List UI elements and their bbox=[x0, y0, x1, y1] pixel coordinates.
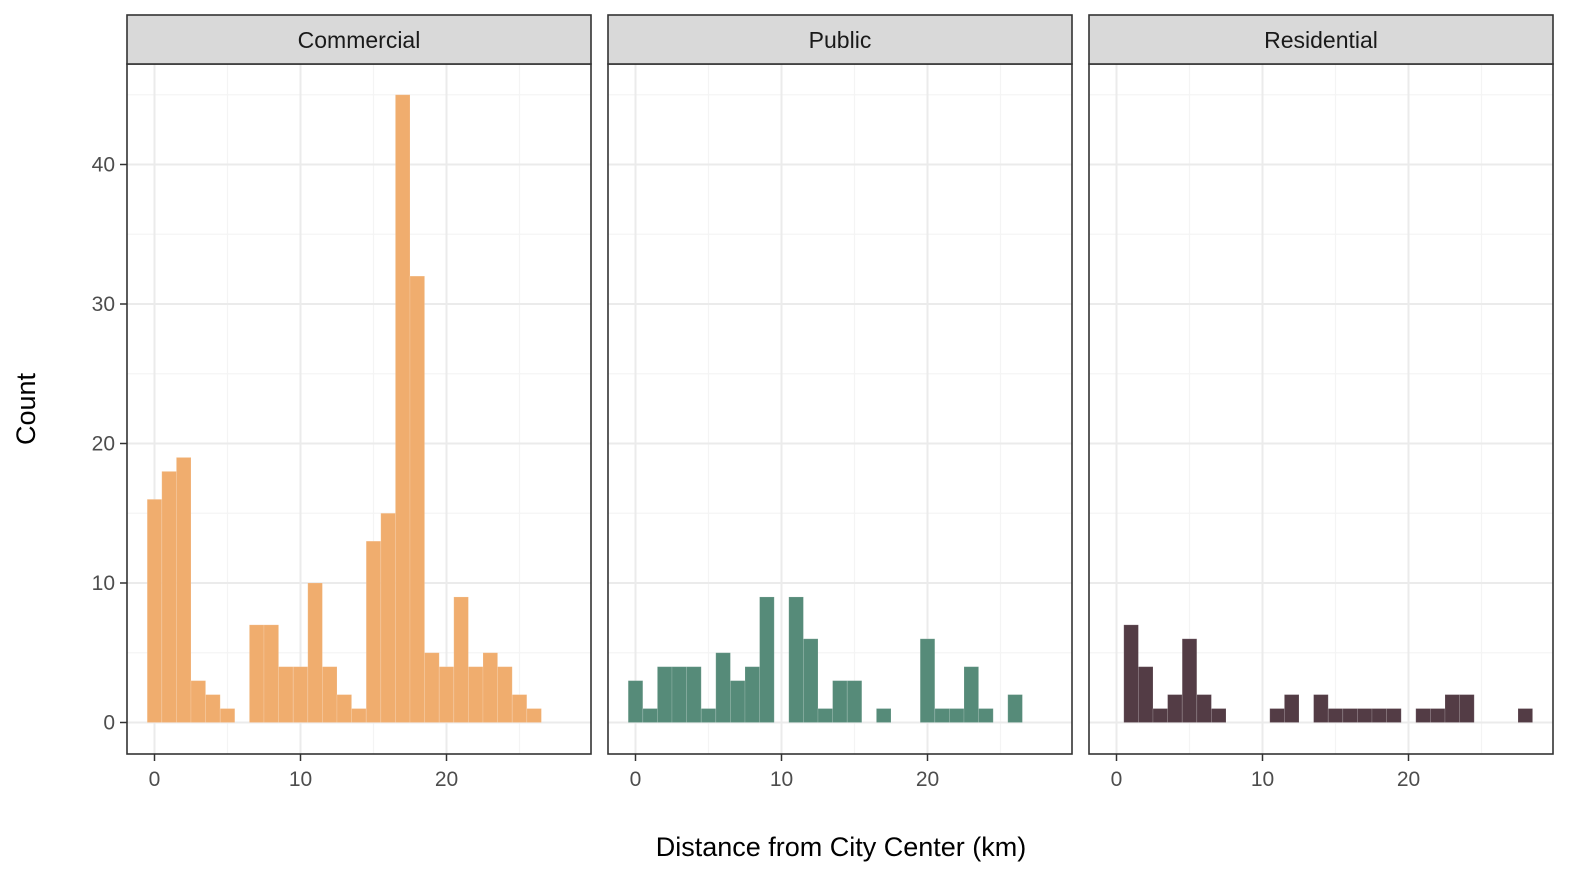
histogram-bar bbox=[467, 666, 484, 723]
histogram-bar bbox=[1327, 708, 1344, 723]
histogram-bar bbox=[248, 624, 265, 723]
histogram-bar bbox=[1313, 694, 1329, 723]
histogram-bar bbox=[1415, 708, 1431, 723]
histogram-bar bbox=[759, 596, 775, 723]
plot-background bbox=[608, 64, 1072, 754]
facet-strip bbox=[1088, 14, 1554, 65]
histogram-bar bbox=[263, 624, 280, 723]
histogram-bar bbox=[803, 638, 819, 723]
histogram-bar bbox=[438, 666, 455, 723]
y-axis-title: Count bbox=[11, 372, 41, 445]
histogram-bar bbox=[1444, 694, 1460, 723]
histogram-bar bbox=[686, 666, 702, 723]
facet-strip-label: Residential bbox=[1264, 27, 1378, 53]
x-tick-label: 0 bbox=[1111, 768, 1123, 791]
histogram-bar bbox=[1181, 638, 1198, 723]
histogram-bar bbox=[190, 680, 206, 723]
histogram-bar bbox=[292, 666, 309, 723]
histogram-bar bbox=[307, 582, 323, 723]
histogram-bar bbox=[321, 666, 338, 723]
histogram-bar bbox=[146, 498, 163, 723]
histogram-bar bbox=[175, 457, 192, 723]
histogram-bar bbox=[657, 666, 673, 723]
histogram-bar bbox=[1138, 666, 1154, 723]
histogram-bar bbox=[526, 708, 542, 723]
facet-strip bbox=[607, 14, 1073, 65]
histogram-bar bbox=[394, 94, 411, 723]
histogram-bar bbox=[1342, 708, 1358, 723]
histogram-bar bbox=[205, 694, 221, 723]
histogram-bar bbox=[978, 708, 994, 723]
histogram-bar bbox=[1123, 624, 1139, 723]
x-tick-label: 10 bbox=[770, 768, 793, 791]
x-tick-label: 20 bbox=[1397, 768, 1420, 791]
histogram-bar bbox=[934, 708, 950, 723]
y-tick-label: 30 bbox=[92, 293, 115, 316]
histogram-bar bbox=[715, 652, 731, 723]
histogram-bar bbox=[1357, 708, 1373, 723]
histogram-bar bbox=[1459, 694, 1475, 723]
histogram-bar bbox=[1196, 694, 1212, 723]
histogram-bar bbox=[744, 666, 761, 723]
histogram-bar bbox=[846, 680, 863, 723]
histogram-bar bbox=[1517, 708, 1533, 723]
histogram-bar bbox=[424, 652, 440, 723]
x-tick-label: 20 bbox=[435, 768, 458, 791]
facet-strip-label: Commercial bbox=[298, 27, 421, 53]
histogram-bar bbox=[1284, 694, 1300, 723]
histogram-bar bbox=[1007, 694, 1023, 723]
histogram-bar bbox=[336, 694, 353, 723]
panel-commercial: Commercial 0 10 20 0 10 20 30 40 bbox=[92, 14, 592, 791]
histogram-bar bbox=[497, 666, 513, 723]
x-tick-label: 10 bbox=[289, 768, 312, 791]
histogram-bar bbox=[832, 680, 848, 723]
histogram-bar bbox=[919, 638, 936, 723]
x-axis-title: Distance from City Center (km) bbox=[656, 832, 1027, 862]
histogram-bar bbox=[730, 680, 746, 723]
x-tick-label: 20 bbox=[916, 768, 939, 791]
histogram-bar bbox=[671, 666, 688, 723]
x-tick-label: 10 bbox=[1251, 768, 1274, 791]
plot-background bbox=[127, 64, 591, 754]
panel-residential: Residential 0 10 20 bbox=[1088, 14, 1554, 791]
histogram-bar bbox=[482, 652, 498, 723]
histogram-bar bbox=[963, 666, 979, 723]
y-tick-label: 0 bbox=[103, 712, 115, 735]
histogram-bar bbox=[627, 680, 644, 723]
histogram-bar bbox=[788, 596, 804, 723]
y-tick-label: 10 bbox=[92, 572, 115, 595]
histogram-bar bbox=[817, 708, 834, 723]
histogram-bar bbox=[409, 275, 425, 723]
histogram-bar bbox=[219, 708, 236, 723]
y-tick-label: 20 bbox=[92, 433, 115, 456]
histogram-bar bbox=[351, 708, 367, 723]
histogram-bar bbox=[1430, 708, 1446, 723]
histogram-bar bbox=[511, 694, 528, 723]
plot-background bbox=[1089, 64, 1553, 754]
histogram-bar bbox=[700, 708, 717, 723]
histogram-bar bbox=[876, 708, 892, 723]
x-tick-label: 0 bbox=[630, 768, 642, 791]
histogram-bar bbox=[1371, 708, 1387, 723]
histogram-bar bbox=[161, 470, 177, 723]
x-tick-label: 0 bbox=[149, 768, 161, 791]
histogram-bar bbox=[453, 596, 469, 723]
histogram-bar bbox=[642, 708, 658, 723]
facet-strip-label: Public bbox=[809, 27, 872, 53]
histogram-bar bbox=[1167, 694, 1183, 723]
panel-public: Public 0 10 20 bbox=[607, 14, 1073, 791]
histogram-bar bbox=[949, 708, 965, 723]
histogram-bar bbox=[365, 540, 382, 723]
y-tick-label: 40 bbox=[92, 154, 115, 177]
histogram-bar bbox=[380, 512, 396, 723]
histogram-bar bbox=[1386, 708, 1402, 723]
histogram-bar bbox=[278, 666, 294, 723]
histogram-bar bbox=[1269, 708, 1285, 723]
histogram-bar bbox=[1211, 708, 1227, 723]
histogram-bar bbox=[1152, 708, 1168, 723]
facet-strip bbox=[126, 14, 592, 65]
